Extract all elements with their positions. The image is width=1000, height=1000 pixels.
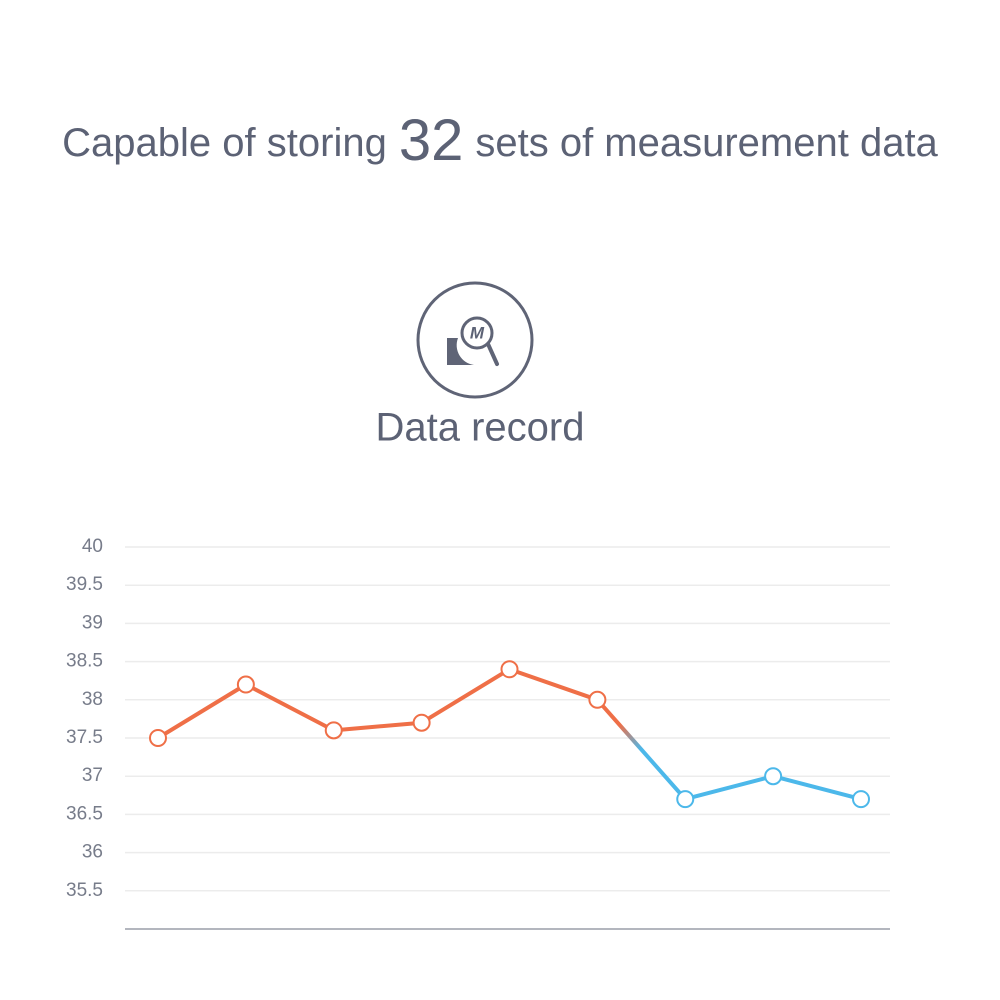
headline-after: sets of measurement data — [475, 121, 938, 165]
data-point — [324, 721, 343, 740]
line-segment — [683, 774, 776, 802]
y-tick-label: 39 — [82, 612, 103, 633]
data-point — [500, 660, 519, 679]
line-segment — [595, 697, 688, 802]
y-tick-label: 38 — [82, 689, 103, 710]
data-point — [236, 675, 255, 694]
headline-number: 32 — [399, 108, 464, 173]
line-segment — [507, 667, 600, 702]
headline-before: Capable of storing — [62, 121, 387, 165]
line-segment — [771, 774, 863, 802]
data-record-icon: M — [416, 281, 534, 399]
icon-label: M — [470, 323, 485, 342]
icon-handle — [486, 342, 499, 366]
data-point — [852, 790, 870, 809]
y-tick-label: 38.5 — [66, 651, 103, 672]
data-point — [764, 767, 783, 786]
headline: Capable of storing 32 sets of measurement … — [62, 108, 938, 173]
data-point — [676, 790, 695, 809]
icon-ring — [416, 281, 534, 399]
line-segment — [331, 720, 424, 733]
line-segment — [419, 667, 512, 725]
y-tick-label: 37 — [82, 765, 103, 786]
data-point — [588, 690, 607, 709]
line-segment — [156, 682, 248, 740]
y-tick-label: 37.5 — [66, 727, 103, 748]
icon-lens — [460, 316, 494, 350]
y-tick-label: 40 — [82, 536, 103, 557]
y-tick-label: 36 — [82, 842, 103, 863]
chart-title: Data record — [376, 406, 585, 450]
y-tick-label: 39.5 — [66, 574, 103, 595]
line-segment — [243, 682, 336, 733]
icon-shape — [447, 338, 474, 365]
y-tick-label: 36.5 — [66, 803, 103, 824]
y-tick-label: 35.5 — [66, 880, 103, 901]
data-point — [412, 713, 431, 732]
data-point — [149, 729, 167, 747]
